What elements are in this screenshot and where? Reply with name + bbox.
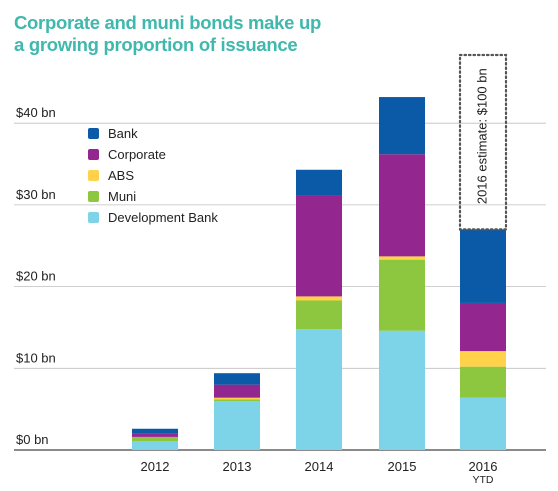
- y-tick-label-0: $0 bn: [16, 432, 49, 447]
- legend-label-bank: Bank: [108, 126, 138, 141]
- bar-2015-muni: [379, 259, 425, 331]
- y-tick-label-30: $30 bn: [16, 187, 56, 202]
- x-tick-label-2013: 2013: [223, 459, 252, 474]
- x-tick-label-2016: 2016: [469, 459, 498, 474]
- bar-2015-bank: [379, 97, 425, 155]
- bar-2013-bank: [214, 373, 260, 385]
- bar-2014-development-bank: [296, 329, 342, 450]
- estimate-label: 2016 estimate: $100 bn: [474, 68, 489, 204]
- bar-2013-muni: [214, 399, 260, 401]
- x-tick-sublabel-2016: YTD: [473, 474, 494, 486]
- bar-2014-corporate: [296, 195, 342, 297]
- x-tick-label-2012: 2012: [141, 459, 170, 474]
- legend-swatch-abs: [88, 170, 99, 181]
- bar-2016-development-bank: [460, 397, 506, 450]
- estimate-annotation: 2016 estimate: $100 bn: [458, 53, 508, 231]
- bar-2016-bank: [460, 229, 506, 303]
- x-tick-label-2014: 2014: [305, 459, 334, 474]
- bar-2014-abs: [296, 296, 342, 301]
- bar-2013-corporate: [214, 384, 260, 398]
- bar-2012-muni: [132, 436, 178, 442]
- bar-2014-bank: [296, 169, 342, 196]
- bar-2013-development-bank: [214, 400, 260, 450]
- bar-2015-abs: [379, 256, 425, 260]
- bar-2012-bank: [132, 428, 178, 434]
- legend: Bank Corporate ABS Muni Development Bank: [88, 126, 218, 225]
- bar-2012-corporate: [132, 433, 178, 437]
- legend-label-development-bank: Development Bank: [108, 210, 218, 225]
- bar-2013-abs: [214, 397, 260, 400]
- bars: [132, 97, 506, 450]
- bar-2016-corporate: [460, 302, 506, 352]
- bar-2014-muni: [296, 300, 342, 330]
- legend-label-corporate: Corporate: [108, 147, 166, 162]
- y-axis: $0 bn $10 bn $20 bn $30 bn $40 bn: [16, 105, 56, 447]
- y-tick-label-40: $40 bn: [16, 105, 56, 120]
- legend-label-abs: ABS: [108, 168, 134, 183]
- bar-2015-corporate: [379, 154, 425, 257]
- bar-2015-development-bank: [379, 330, 425, 450]
- x-tick-label-2015: 2015: [388, 459, 417, 474]
- bar-2016-abs: [460, 351, 506, 367]
- legend-swatch-corporate: [88, 149, 99, 160]
- bar-2012-development-bank: [132, 441, 178, 450]
- y-tick-label-10: $10 bn: [16, 350, 56, 365]
- legend-label-muni: Muni: [108, 189, 136, 204]
- gridlines: [14, 122, 546, 451]
- chart-title-line-1: Corporate and muni bonds make up: [14, 12, 321, 33]
- legend-swatch-muni: [88, 191, 99, 202]
- bar-2016-muni: [460, 366, 506, 398]
- legend-swatch-bank: [88, 128, 99, 139]
- legend-swatch-development-bank: [88, 212, 99, 223]
- chart-title: Corporate and muni bonds make up a growi…: [14, 12, 321, 56]
- estimate-box: [458, 53, 508, 231]
- chart-title-line-2: a growing proportion of issuance: [14, 34, 298, 55]
- y-tick-label-20: $20 bn: [16, 269, 56, 284]
